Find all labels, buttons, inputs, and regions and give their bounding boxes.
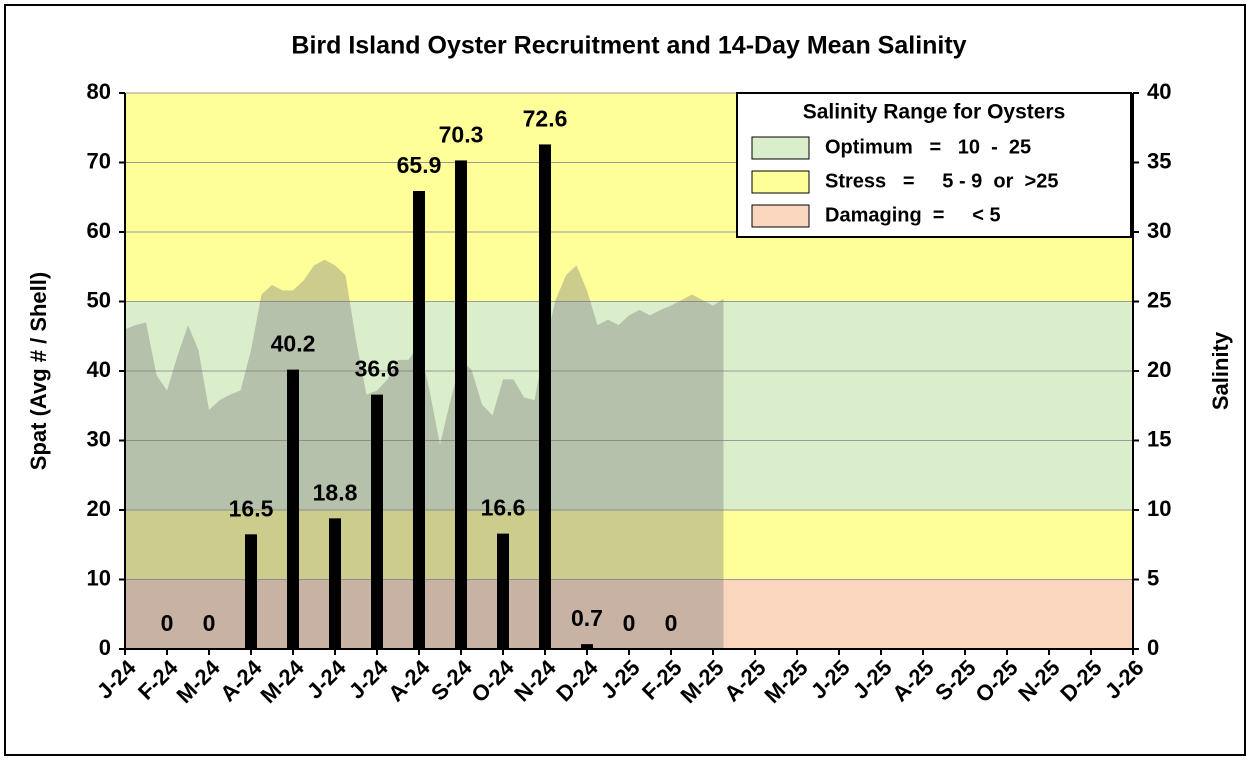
legend-label: Optimum = 10 - 25 (825, 136, 1031, 158)
legend-label: Damaging = < 5 (825, 204, 1001, 226)
bar (287, 369, 299, 649)
data-label: 16.5 (229, 495, 274, 521)
y-tick-label: 60 (87, 218, 111, 243)
y2-tick-label: 30 (1147, 218, 1171, 243)
y-tick-label: 20 (87, 496, 111, 521)
data-label: 65.9 (397, 152, 442, 178)
data-label: 16.6 (481, 495, 526, 521)
bar (371, 394, 383, 649)
y2-tick-label: 15 (1147, 426, 1171, 451)
bar (455, 160, 467, 650)
y2-tick-label: 25 (1147, 287, 1171, 312)
y2-axis-label: Salinity (1208, 331, 1233, 410)
chart-title: Bird Island Oyster Recruitment and 14-Da… (291, 32, 966, 60)
bar (581, 644, 593, 649)
y-tick-label: 50 (87, 287, 111, 312)
legend-label: Stress = 5 - 9 or >25 (825, 170, 1058, 192)
legend-title: Salinity Range for Oysters (803, 101, 1066, 124)
y2-tick-label: 5 (1147, 565, 1159, 590)
legend-swatch (751, 170, 810, 194)
y2-tick-label: 20 (1147, 357, 1171, 382)
y-tick-label: 30 (87, 426, 111, 451)
y2-tick-label: 35 (1147, 148, 1171, 173)
data-label: 0 (665, 610, 678, 636)
data-label: 36.6 (355, 356, 400, 382)
data-label: 0 (161, 610, 174, 636)
y-tick-label: 40 (87, 357, 111, 382)
data-label: 0 (203, 610, 216, 636)
y2-tick-label: 0 (1147, 635, 1159, 660)
legend-swatch (751, 204, 810, 228)
data-label: 70.3 (439, 121, 484, 147)
y-tick-label: 0 (99, 635, 111, 660)
y-axis-label: Spat (Avg # / Shell) (26, 272, 51, 470)
y2-tick-label: 40 (1147, 79, 1171, 104)
data-label: 0.7 (571, 605, 603, 631)
legend-swatch (751, 136, 810, 160)
y-tick-label: 10 (87, 565, 111, 590)
bar (245, 534, 257, 649)
y-tick-label: 80 (87, 79, 111, 104)
data-label: 72.6 (523, 106, 568, 132)
data-label: 18.8 (313, 479, 358, 505)
bar (413, 190, 425, 649)
y2-tick-label: 10 (1147, 496, 1171, 521)
bar (329, 518, 341, 649)
data-label: 0 (623, 610, 636, 636)
y-tick-label: 70 (87, 148, 111, 173)
bar (497, 533, 509, 649)
bar (539, 144, 551, 649)
data-label: 40.2 (271, 331, 316, 357)
